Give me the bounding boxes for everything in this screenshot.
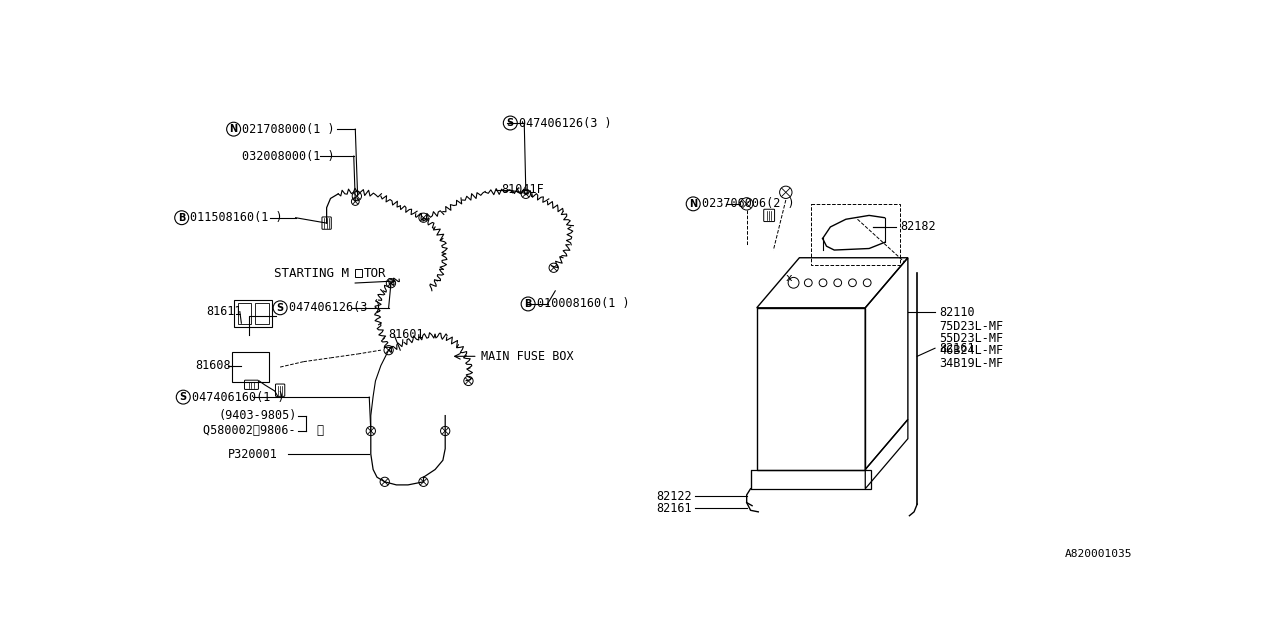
Text: A820001035: A820001035 (1065, 549, 1133, 559)
Bar (756, 308, 865, 470)
Text: 81608: 81608 (195, 359, 230, 372)
Bar (234, 300, 273, 327)
Text: 047406160(1 ): 047406160(1 ) (192, 390, 284, 404)
Text: 021708000(1 ): 021708000(1 ) (242, 123, 335, 136)
Text: B: B (178, 212, 186, 223)
Text: 82161: 82161 (657, 502, 691, 515)
Text: 047406126(3 ): 047406126(3 ) (518, 116, 612, 129)
Text: P320001: P320001 (228, 447, 278, 461)
Text: N: N (689, 199, 698, 209)
Text: 011508160(1 ): 011508160(1 ) (191, 211, 283, 224)
Text: 023706006(2 ): 023706006(2 ) (701, 197, 795, 211)
Text: 047406126(3 ): 047406126(3 ) (289, 301, 381, 314)
Bar (238, 303, 251, 324)
Bar (232, 353, 269, 381)
Text: S: S (507, 118, 513, 128)
Text: 81611: 81611 (206, 305, 242, 318)
Text: 75D23L-MF: 75D23L-MF (938, 320, 1004, 333)
Text: N: N (229, 124, 238, 134)
Text: x: x (786, 273, 792, 283)
Text: 032008000(1 ): 032008000(1 ) (242, 150, 335, 163)
Text: 82161: 82161 (938, 342, 974, 355)
Bar (750, 470, 872, 489)
Text: 82110: 82110 (938, 306, 974, 319)
Text: 34B19L-MF: 34B19L-MF (938, 356, 1004, 370)
Text: 81041F: 81041F (500, 184, 544, 196)
Text: 010008160(1 ): 010008160(1 ) (536, 298, 630, 310)
Text: 46B24L-MF: 46B24L-MF (938, 344, 1004, 357)
Text: TOR: TOR (364, 267, 387, 280)
Text: 82182: 82182 (900, 220, 936, 234)
Text: B: B (525, 299, 531, 309)
Text: (9403-9805): (9403-9805) (218, 409, 297, 422)
Bar (356, 269, 362, 277)
Bar (812, 204, 900, 266)
Text: S: S (179, 392, 187, 402)
Text: 81601: 81601 (389, 328, 424, 341)
Bar (255, 303, 269, 324)
Text: MAIN FUSE BOX: MAIN FUSE BOX (481, 350, 573, 363)
Text: S: S (276, 303, 284, 313)
Text: 82122: 82122 (657, 490, 691, 503)
Text: Q580002〈9806-   〉: Q580002〈9806- 〉 (202, 424, 324, 438)
Text: 55D23L-MF: 55D23L-MF (938, 332, 1004, 345)
Text: STARTING M: STARTING M (274, 267, 349, 280)
